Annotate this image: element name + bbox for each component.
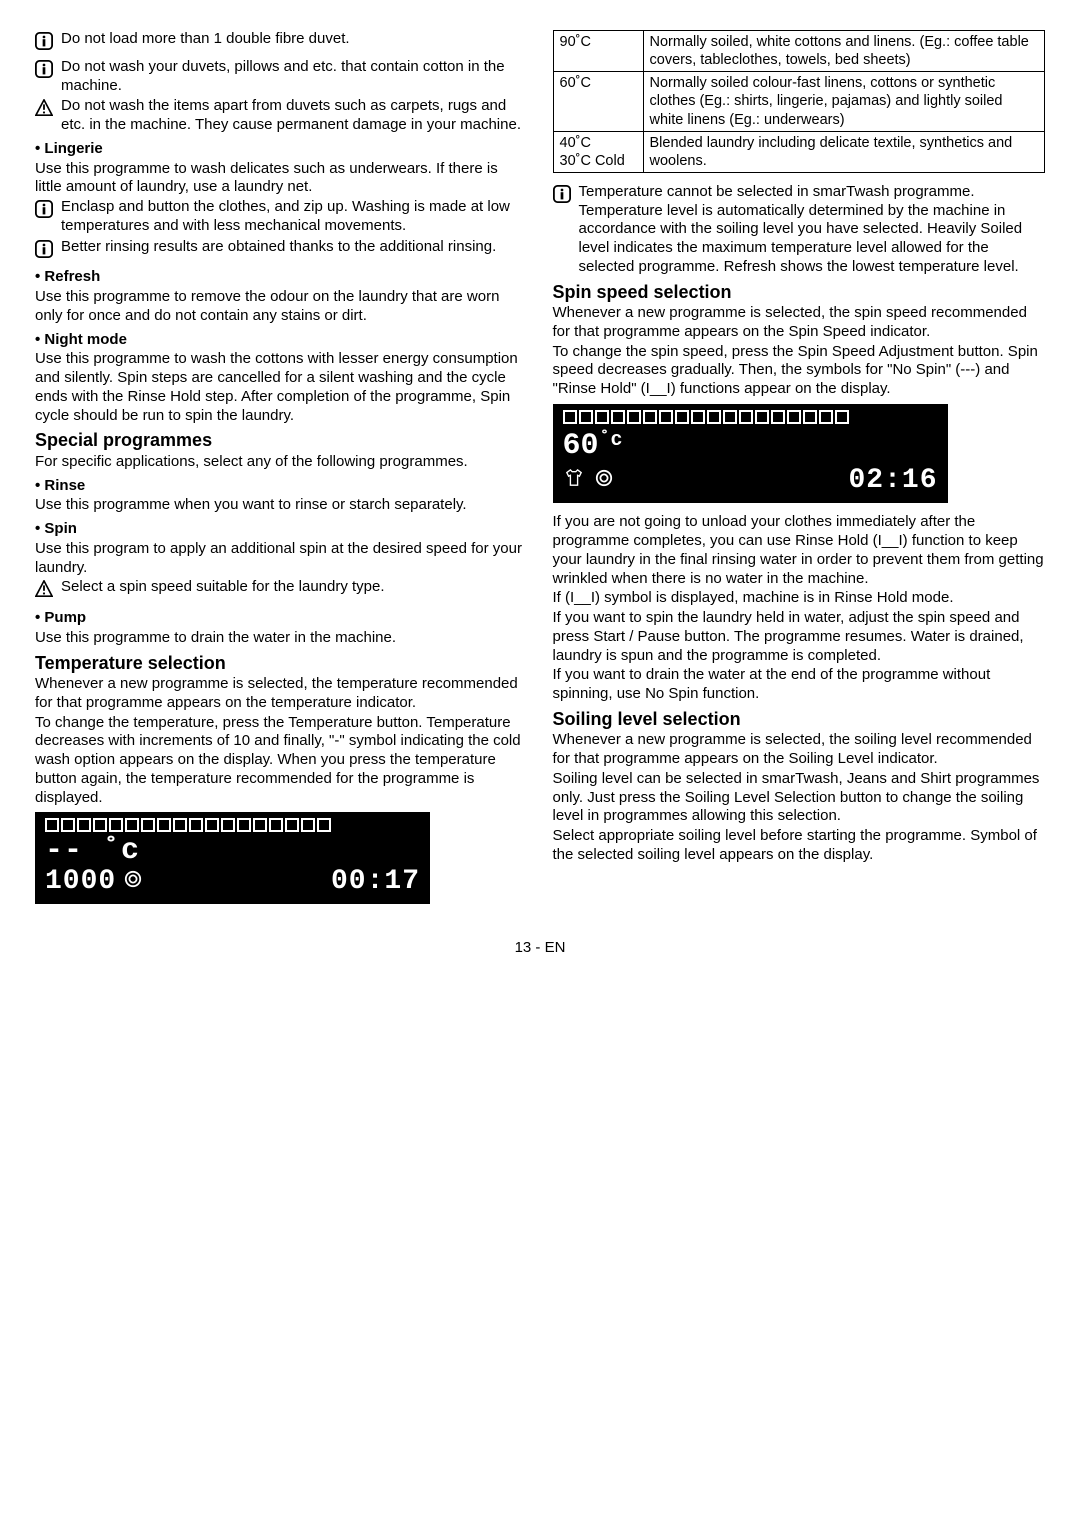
tshirt-icon [563, 467, 585, 495]
warning-icon [35, 99, 55, 123]
temperature-text-2: To change the temperature, press the Tem… [35, 714, 528, 808]
table-temp-cell: 40˚C30˚C Cold [553, 131, 643, 172]
info-note: Do not load more than 1 double fibre duv… [35, 30, 528, 56]
spin-text-1: Whenever a new programme is selected, th… [553, 304, 1046, 342]
info-note: Do not wash your duvets, pillows and etc… [35, 58, 528, 96]
info-icon [35, 240, 55, 264]
spin-icon [595, 467, 613, 495]
info-note: Better rinsing results are obtained than… [35, 238, 528, 264]
night-heading: • Night mode [35, 331, 528, 350]
table-temp-cell: 60˚C [553, 72, 643, 131]
spin-speed-heading: Spin speed selection [553, 281, 1046, 304]
spin-icon [124, 868, 142, 896]
soiling-text-3: Select appropriate soiling level before … [553, 827, 1046, 865]
display-temp: -- ˚c [45, 836, 420, 866]
rinse-heading: • Rinse [35, 477, 528, 496]
warning-note: Select a spin speed suitable for the lau… [35, 578, 528, 604]
spin-heading: • Spin [35, 520, 528, 539]
soiling-text-1: Whenever a new programme is selected, th… [553, 731, 1046, 769]
temperature-heading: Temperature selection [35, 652, 528, 675]
right-column: 90˚CNormally soiled, white cottons and l… [553, 30, 1046, 914]
spin-text-3: If you are not going to unload your clot… [553, 513, 1046, 588]
display-temp: 60˚c [563, 428, 623, 466]
warning-icon [35, 580, 55, 604]
left-column: Do not load more than 1 double fibre duv… [35, 30, 528, 914]
spin-text-6: If you want to drain the water at the en… [553, 666, 1046, 704]
info-note: Enclasp and button the clothes, and zip … [35, 198, 528, 236]
night-text: Use this programme to wash the cottons w… [35, 350, 528, 425]
special-text: For specific applications, select any of… [35, 453, 528, 472]
pump-heading: • Pump [35, 609, 528, 628]
display-spin: 1000 [45, 868, 116, 896]
info-icon [35, 60, 55, 84]
info-note: Temperature cannot be selected in smarTw… [553, 183, 1046, 277]
temperature-text-1: Whenever a new programme is selected, th… [35, 675, 528, 713]
spin-text: Use this program to apply an additional … [35, 540, 528, 578]
warning-note: Do not wash the items apart from duvets … [35, 97, 528, 135]
refresh-heading: • Refresh [35, 268, 528, 287]
display-time: 02:16 [848, 467, 937, 495]
spin-text-4: If (I__I) symbol is displayed, machine i… [553, 589, 1046, 608]
special-heading: Special programmes [35, 429, 528, 452]
table-desc-cell: Normally soiled, white cottons and linen… [643, 31, 1045, 72]
soiling-heading: Soiling level selection [553, 708, 1046, 731]
info-icon [35, 200, 55, 224]
info-icon [553, 185, 573, 209]
refresh-text: Use this programme to remove the odour o… [35, 288, 528, 326]
display-panel-2: 60˚c 02:16 [553, 404, 948, 504]
pump-text: Use this programme to drain the water in… [35, 629, 528, 648]
display-panel-1: -- ˚c 1000 00:17 [35, 812, 430, 904]
soiling-text-2: Soiling level can be selected in smarTwa… [553, 770, 1046, 826]
lingerie-heading: • Lingerie [35, 140, 528, 159]
page-footer: 13 - EN [35, 939, 1045, 958]
info-icon [35, 32, 55, 56]
spin-text-2: To change the spin speed, press the Spin… [553, 343, 1046, 399]
display-ticks [563, 410, 938, 424]
table-temp-cell: 90˚C [553, 31, 643, 72]
temperature-table: 90˚CNormally soiled, white cottons and l… [553, 30, 1046, 173]
display-time: 00:17 [331, 868, 420, 896]
table-desc-cell: Blended laundry including delicate texti… [643, 131, 1045, 172]
lingerie-text: Use this programme to wash delicates suc… [35, 160, 528, 198]
rinse-text: Use this programme when you want to rins… [35, 496, 528, 515]
display-ticks [45, 818, 420, 832]
table-desc-cell: Normally soiled colour-fast linens, cott… [643, 72, 1045, 131]
spin-text-5: If you want to spin the laundry held in … [553, 609, 1046, 665]
